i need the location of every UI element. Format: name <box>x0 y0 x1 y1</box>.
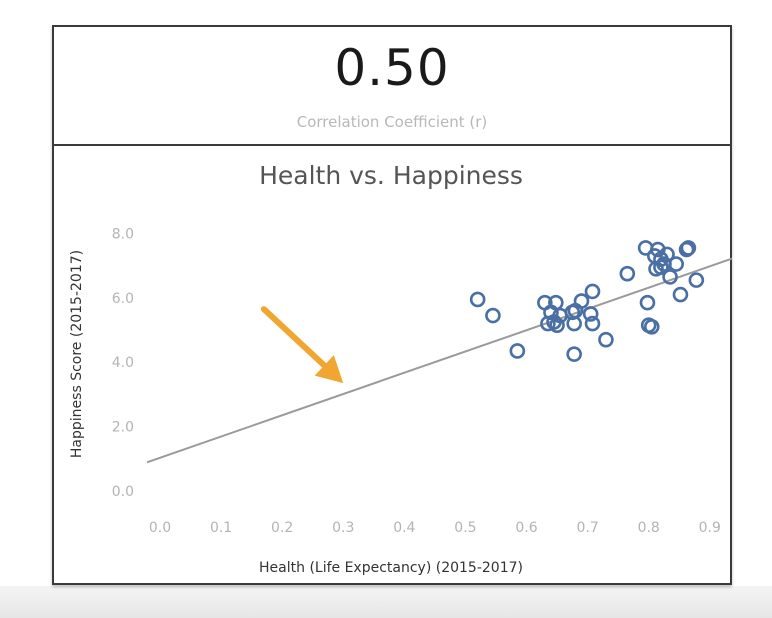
x-tick-label: 0.5 <box>454 520 476 536</box>
y-tick-label: 2.0 <box>112 420 134 436</box>
x-tick-label: 0.8 <box>638 520 660 536</box>
data-point <box>509 343 526 359</box>
y-tick-group: 0.0 2.0 4.0 6.0 8.0 <box>112 226 134 500</box>
bottom-band <box>0 586 772 618</box>
data-point <box>584 283 601 300</box>
x-axis-label: Health (Life Expectancy) (2015-2017) <box>259 560 523 576</box>
data-point <box>573 293 590 309</box>
data-point <box>566 346 582 362</box>
x-tick-group: 0.0 0.1 0.2 0.3 0.4 0.5 0.6 0.7 0.8 0.9 <box>149 520 721 536</box>
x-tick-label: 0.7 <box>576 520 598 536</box>
y-tick-label: 0.0 <box>112 484 134 500</box>
chart-title: Health vs. Happiness <box>259 161 523 190</box>
y-tick-label: 8.0 <box>112 226 134 242</box>
data-point <box>668 256 684 272</box>
data-point <box>680 240 697 256</box>
x-tick-label: 0.1 <box>210 520 232 536</box>
data-point <box>662 269 678 285</box>
data-point <box>619 265 636 282</box>
data-point <box>584 315 601 332</box>
y-tick-label: 4.0 <box>112 355 134 371</box>
x-tick-label: 0.3 <box>332 520 354 536</box>
data-point <box>643 319 660 335</box>
data-point <box>485 307 501 324</box>
kpi-panel: 0.50 Correlation Coefficient (r) <box>54 27 730 146</box>
data-point <box>469 291 486 308</box>
y-tick-label: 6.0 <box>112 291 134 307</box>
data-point <box>598 331 614 348</box>
data-points <box>469 240 705 362</box>
y-axis-label: Happiness Score (2015-2017) <box>69 250 85 458</box>
x-tick-label: 0.2 <box>271 520 293 536</box>
trend-line <box>146 257 733 464</box>
arrow-head <box>314 355 344 384</box>
dashboard-card: 0.50 Correlation Coefficient (r) <box>52 25 732 585</box>
x-tick-label: 0.6 <box>515 520 537 536</box>
kpi-value: 0.50 <box>334 39 450 97</box>
annotation-arrow <box>260 306 344 384</box>
data-point <box>688 272 705 288</box>
data-point <box>659 246 675 263</box>
kpi-label: Correlation Coefficient (r) <box>296 113 488 131</box>
data-point <box>672 286 689 303</box>
arrow-shaft <box>260 306 328 369</box>
data-point <box>639 294 656 311</box>
x-tick-label: 0.0 <box>149 520 171 536</box>
data-point <box>549 317 565 333</box>
data-point <box>653 259 669 276</box>
x-tick-label: 0.9 <box>699 520 721 536</box>
x-tick-label: 0.4 <box>393 520 415 536</box>
data-point <box>582 306 599 322</box>
